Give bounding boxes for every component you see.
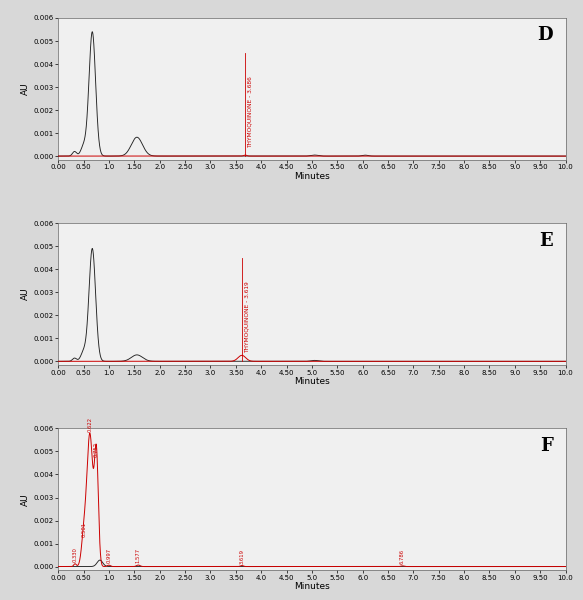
X-axis label: Minutes: Minutes: [294, 377, 330, 386]
Text: F: F: [540, 437, 553, 455]
Text: E: E: [539, 232, 553, 250]
Text: D: D: [537, 26, 553, 44]
Text: 0.330: 0.330: [72, 547, 78, 562]
Text: 0.622: 0.622: [87, 417, 92, 433]
Text: THYMOQUINONE - 3.619: THYMOQUINONE - 3.619: [244, 281, 250, 353]
X-axis label: Minutes: Minutes: [294, 172, 330, 181]
Text: 0.997: 0.997: [106, 548, 111, 563]
Text: 0.752: 0.752: [94, 442, 99, 457]
Text: 3.619: 3.619: [240, 548, 244, 563]
Text: THYMOQUINONE - 3.686: THYMOQUINONE - 3.686: [248, 76, 253, 148]
Text: 1.577: 1.577: [136, 548, 141, 563]
Y-axis label: AU: AU: [22, 287, 30, 301]
Text: 6.786: 6.786: [400, 549, 405, 564]
Text: 0.501: 0.501: [81, 522, 86, 537]
Y-axis label: AU: AU: [22, 82, 30, 95]
X-axis label: Minutes: Minutes: [294, 582, 330, 591]
Y-axis label: AU: AU: [22, 493, 30, 506]
